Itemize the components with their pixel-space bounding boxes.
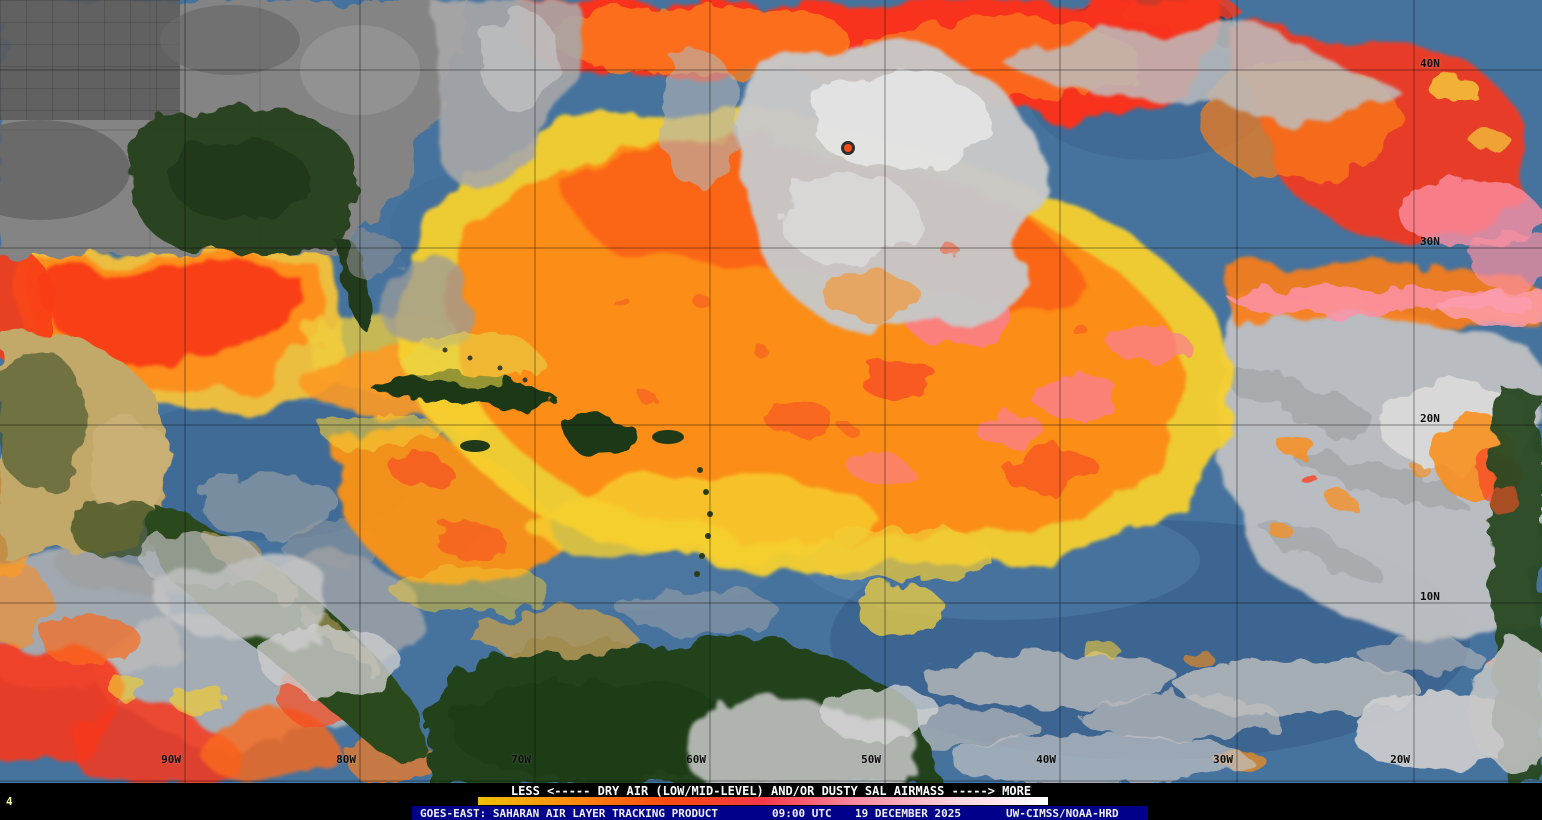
product-credit: UW-CIMSS/NOAA-HRD bbox=[1006, 807, 1119, 820]
product-time: 09:00 UTC bbox=[772, 807, 832, 820]
lon-label-90w: 90W bbox=[161, 753, 181, 766]
lon-label-30w: 30W bbox=[1213, 753, 1233, 766]
cloud-field-layer bbox=[0, 296, 1542, 770]
lon-label-20w: 20W bbox=[1390, 753, 1410, 766]
footer-navy-band bbox=[412, 806, 1148, 820]
accent-layer bbox=[400, 244, 1519, 518]
land-layer bbox=[0, 0, 1542, 783]
frame-number: 4 bbox=[6, 795, 13, 808]
lat-label-20n: 20N bbox=[1420, 412, 1440, 425]
lon-label-70w: 70W bbox=[511, 753, 531, 766]
lat-label-30n: 30N bbox=[1420, 235, 1440, 248]
lat-label-40n: 40N bbox=[1420, 57, 1440, 70]
satellite-map: 40N 30N 20N 10N 90W 80W 70W 60W 50W 40W … bbox=[0, 0, 1542, 783]
legend-bar: LESS <----- DRY AIR (LOW/MID-LEVEL) AND/… bbox=[0, 783, 1542, 808]
product-date: 19 DECEMBER 2025 bbox=[855, 807, 961, 820]
lon-label-60w: 60W bbox=[686, 753, 706, 766]
footer-bar: GOES-EAST: SAHARAN AIR LAYER TRACKING PR… bbox=[0, 806, 1542, 820]
product-title: GOES-EAST: SAHARAN AIR LAYER TRACKING PR… bbox=[420, 807, 719, 820]
upper-cloud-layer bbox=[140, 0, 1542, 783]
lon-label-50w: 50W bbox=[861, 753, 881, 766]
sal-colorbar bbox=[478, 797, 1048, 805]
lat-label-10n: 10N bbox=[1420, 590, 1440, 603]
satellite-map-canvas bbox=[0, 0, 1542, 783]
graticule-lines bbox=[0, 0, 1542, 783]
lon-label-40w: 40W bbox=[1036, 753, 1056, 766]
lon-label-80w: 80W bbox=[336, 753, 356, 766]
legend-caption: LESS <----- DRY AIR (LOW/MID-LEVEL) AND/… bbox=[510, 784, 1032, 798]
